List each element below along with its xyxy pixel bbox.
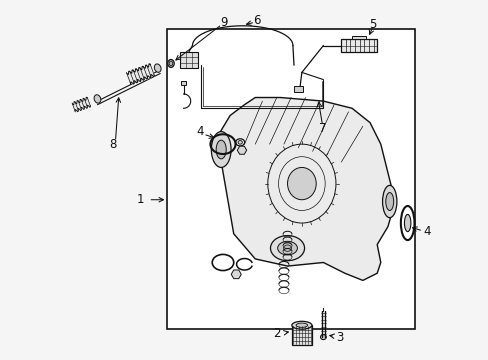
Ellipse shape: [167, 59, 174, 67]
Text: 3: 3: [336, 330, 343, 343]
Text: 7: 7: [318, 122, 326, 135]
Ellipse shape: [270, 235, 304, 261]
Ellipse shape: [291, 321, 311, 329]
Ellipse shape: [404, 215, 410, 231]
Bar: [167, 30, 414, 329]
Text: 5: 5: [368, 18, 376, 31]
Bar: [351, 36, 366, 39]
Bar: [291, 325, 311, 345]
Ellipse shape: [216, 140, 226, 159]
Ellipse shape: [277, 241, 297, 255]
Text: 6: 6: [253, 14, 260, 27]
Polygon shape: [72, 97, 90, 112]
Ellipse shape: [287, 167, 316, 200]
Text: 1: 1: [136, 193, 144, 206]
Ellipse shape: [382, 185, 396, 218]
Ellipse shape: [154, 64, 161, 72]
Polygon shape: [126, 64, 154, 84]
Text: 4: 4: [422, 225, 430, 238]
Text: 4: 4: [196, 125, 203, 139]
Ellipse shape: [320, 334, 325, 339]
Ellipse shape: [385, 193, 393, 211]
Bar: [341, 39, 376, 52]
Ellipse shape: [296, 323, 307, 327]
Ellipse shape: [283, 245, 291, 251]
Text: 9: 9: [220, 17, 227, 30]
Text: 8: 8: [109, 138, 116, 150]
Ellipse shape: [238, 140, 242, 144]
Bar: [180, 81, 186, 85]
Bar: [180, 52, 197, 68]
Text: 2: 2: [272, 327, 280, 340]
Ellipse shape: [211, 132, 230, 167]
Polygon shape: [219, 98, 394, 280]
Ellipse shape: [169, 61, 172, 66]
Ellipse shape: [94, 95, 101, 103]
Bar: [293, 86, 302, 92]
